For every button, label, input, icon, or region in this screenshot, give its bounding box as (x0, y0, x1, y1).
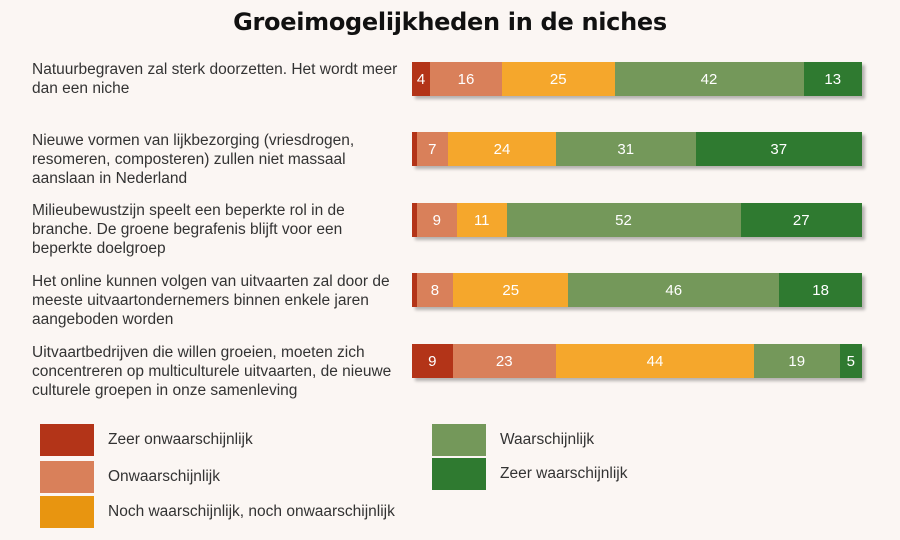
category-label: Milieubewustzijn speelt een beperkte rol… (32, 202, 345, 257)
bar-segment: 9 (412, 344, 453, 378)
bar-segment: 27 (740, 203, 862, 237)
bar-segment: 19 (754, 344, 840, 378)
segment-value-label: 24 (493, 140, 511, 158)
bar-segment: 37 (695, 132, 862, 166)
stacked-bar: 7 24 31 37 (412, 132, 862, 166)
bar-segment: 25 (502, 62, 615, 96)
segment-value-label: 25 (549, 70, 567, 88)
legend-item: Noch waarschijnlijk, noch onwaarschijnli… (40, 496, 395, 528)
legend-swatch (40, 461, 94, 493)
segment-value-label: 18 (812, 281, 829, 299)
chart-title: Groeimogelijkheden in de niches (233, 8, 667, 36)
bar-segment: 31 (556, 132, 696, 166)
segment-value-label: 13 (824, 70, 842, 88)
stacked-bar: 9 11 52 27 (412, 203, 862, 237)
segment-value-label: 25 (502, 281, 520, 299)
bar-segment (412, 132, 417, 166)
stacked-bar: 4 16 25 42 13 (412, 62, 862, 96)
category-label: Uitvaartbedrijven die willen groeien, mo… (32, 344, 392, 399)
stacked-bar: 9 23 44 19 5 (412, 344, 862, 378)
segment-value-label: 9 (432, 211, 441, 229)
bar-segment (412, 273, 417, 307)
segment-value-label: 9 (428, 352, 437, 370)
segment-value-label: 19 (788, 352, 806, 370)
bar-segment: 18 (779, 273, 862, 307)
legend-item: Waarschijnlijk (432, 424, 594, 456)
legend-swatch (40, 424, 94, 456)
category-label: Natuurbegraven zal sterk doorzetten. Het… (32, 61, 398, 97)
legend-swatch (432, 458, 486, 490)
segment-value-label: 46 (665, 281, 683, 299)
legend-swatch (40, 496, 94, 528)
legend-label: Onwaarschijnlijk (108, 468, 220, 485)
category-label: Nieuwe vormen van lijkbezorging (vriesdr… (32, 132, 355, 187)
segment-value-label: 23 (495, 352, 513, 370)
bar-segment: 5 (839, 344, 862, 378)
segment-value-label: 27 (792, 211, 810, 229)
legend-swatch (432, 424, 486, 456)
bar-segment: 11 (457, 203, 507, 237)
bar-segment: 4 (412, 62, 430, 96)
legend-item: Zeer waarschijnlijk (432, 458, 627, 490)
bar-segment: 46 (568, 273, 780, 307)
bar-segment: 9 (416, 203, 457, 237)
segment-value-label: 52 (615, 211, 632, 229)
legend-label: Zeer waarschijnlijk (500, 465, 628, 482)
segment-value-label: 5 (846, 352, 855, 370)
bar-segment: 23 (452, 344, 556, 378)
bar-segment: 16 (430, 62, 502, 96)
legend-item: Onwaarschijnlijk (40, 461, 220, 493)
bar-segment: 52 (506, 203, 741, 237)
segment-value-label: 37 (770, 140, 788, 158)
segment-value-label: 4 (416, 70, 426, 88)
segment-value-label: 7 (428, 140, 437, 158)
legend-label: Zeer onwaarschijnlijk (108, 431, 253, 448)
segment-value-label: 16 (457, 70, 475, 88)
bar-segment: 25 (453, 273, 569, 307)
bar-segment: 44 (556, 344, 754, 378)
bar-segment (412, 203, 417, 237)
bar-segment: 13 (803, 62, 862, 96)
segment-value-label: 31 (617, 140, 635, 158)
legend-label: Waarschijnlijk (500, 431, 595, 448)
bar-segment: 24 (448, 132, 556, 166)
bar-segment: 42 (614, 62, 804, 96)
segment-value-label: 8 (430, 281, 440, 299)
bar-segment: 8 (416, 273, 454, 307)
legend-label: Noch waarschijnlijk, noch onwaarschijnli… (108, 503, 395, 520)
segment-value-label: 44 (646, 352, 664, 370)
category-label: Het online kunnen volgen van uitvaarten … (32, 273, 390, 328)
bar-segment: 7 (416, 132, 448, 166)
segment-value-label: 42 (700, 70, 718, 88)
legend-item: Zeer onwaarschijnlijk (40, 424, 253, 456)
stacked-bar: 8 25 46 18 (412, 273, 862, 307)
segment-value-label: 11 (473, 211, 490, 229)
